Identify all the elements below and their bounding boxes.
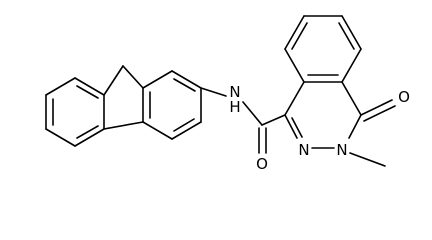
bonds [45, 15, 396, 167]
atom-label: O [398, 88, 410, 106]
atom-label: N [229, 83, 240, 101]
atom-label: O [256, 155, 268, 173]
atom-label: N [298, 141, 309, 159]
molecule-diagram: N H O N N O [45, 15, 410, 173]
atom-label: N [336, 141, 347, 159]
atom-label: H [229, 98, 240, 116]
atom-labels: N H O N N O [229, 83, 410, 173]
